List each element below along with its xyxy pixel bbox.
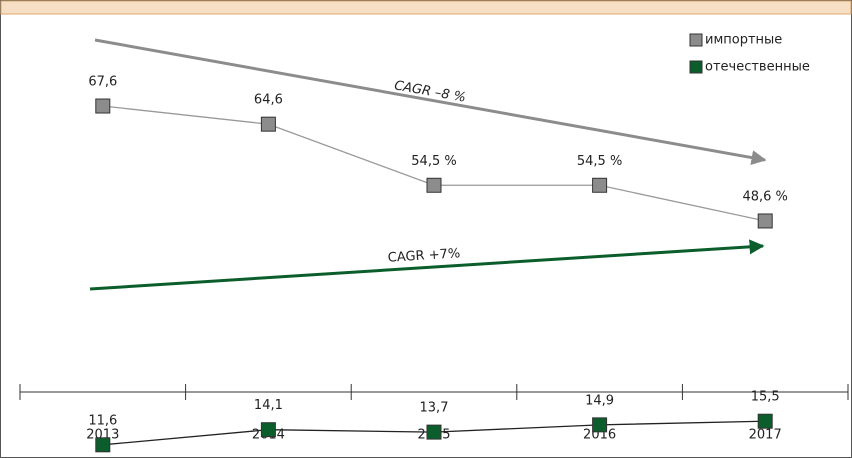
x-tick-label: 2016 <box>583 428 616 443</box>
legend-label: импортные <box>705 33 782 48</box>
data-label: 54,5 % <box>411 154 456 169</box>
x-tick-label: 2017 <box>749 428 782 443</box>
marker <box>260 116 276 132</box>
data-label: 11,6 <box>88 413 117 428</box>
legend-swatch <box>689 33 703 47</box>
data-label: 48,6 % <box>742 189 787 204</box>
marker <box>426 177 442 193</box>
data-label: 54,5 % <box>577 154 622 169</box>
trend-arrow <box>89 239 765 291</box>
marker <box>757 213 773 229</box>
marker <box>260 422 276 438</box>
marker <box>95 98 111 114</box>
data-label: 67,6 <box>88 75 117 90</box>
annotation: CAGR +7% <box>387 246 460 266</box>
data-label: 13,7 <box>420 401 449 416</box>
data-label: 14,9 <box>585 393 614 408</box>
marker <box>426 424 442 440</box>
marker <box>757 413 773 429</box>
legend-label: отечественные <box>705 60 810 75</box>
legend-swatch <box>689 60 703 74</box>
data-label: 15,5 <box>751 390 780 405</box>
header-bar <box>0 0 852 15</box>
x-tick-label: 2013 <box>86 428 119 443</box>
data-label: 14,1 <box>254 398 283 413</box>
marker <box>95 437 111 453</box>
marker <box>592 417 608 433</box>
data-label: 64,6 <box>254 93 283 108</box>
marker <box>592 177 608 193</box>
trend-arrow <box>94 38 767 166</box>
